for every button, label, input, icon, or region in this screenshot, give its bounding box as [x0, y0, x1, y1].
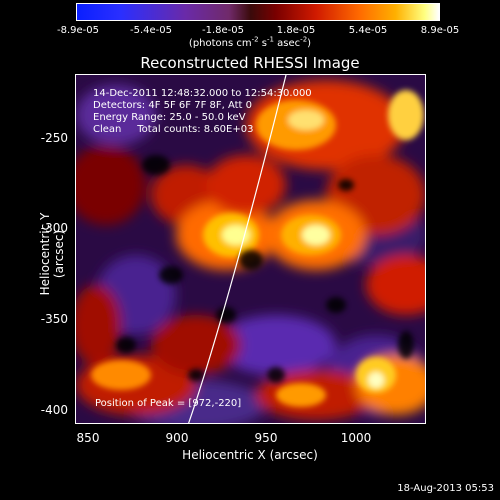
y-tick-label: -350 [40, 312, 68, 326]
peak-position-label: Position of Peak = [972,-220] [95, 398, 242, 409]
x-tick-label: 1000 [340, 431, 372, 445]
colorbar-tick: -8.9e-05 [57, 25, 99, 36]
y-tick-label: -400 [40, 403, 68, 417]
y-axis-label: Heliocentric Y (arcsec) [38, 212, 66, 296]
colorbar-tick-labels: -8.9e-05 -5.4e-05 -1.8e-05 1.8e-05 5.4e-… [0, 25, 500, 39]
colorbar-tick: -1.8e-05 [202, 25, 244, 36]
x-tick-label: 900 [165, 431, 189, 445]
info-energy-range: Energy Range: 25.0 - 50.0 keV [93, 112, 246, 123]
y-tick-label: -250 [40, 131, 68, 145]
info-time-range: 14-Dec-2011 12:48:32.000 to 12:54:30.000 [93, 88, 312, 99]
solar-limb-line [188, 75, 287, 423]
y-tick-label: -300 [40, 221, 68, 235]
colorbar-tick: 1.8e-05 [276, 25, 316, 36]
plot-timestamp: 18-Aug-2013 05:53 [397, 483, 494, 494]
colorbar [76, 3, 440, 21]
colorbar-units: (photons cm-2 s-1 asec-2) [188, 35, 312, 49]
info-total-counts: Clean Total counts: 8.60E+03 [93, 124, 254, 135]
colorbar-tick: -5.4e-05 [130, 25, 172, 36]
rhessi-image-plot [75, 74, 426, 424]
observation-info: 14-Dec-2011 12:48:32.000 to 12:54:30.000… [93, 88, 312, 136]
colorbar-tick: 5.4e-05 [348, 25, 388, 36]
image-title: Reconstructed RHESSI Image [140, 54, 360, 72]
colorbar-tick: 8.9e-05 [420, 25, 460, 36]
info-detectors: Detectors: 4F 5F 6F 7F 8F, Att 0 [93, 100, 253, 111]
x-tick-label: 950 [254, 431, 278, 445]
x-axis-label: Heliocentric X (arcsec) [182, 448, 318, 462]
rhessi-image-map [76, 75, 425, 423]
x-tick-label: 850 [76, 431, 100, 445]
